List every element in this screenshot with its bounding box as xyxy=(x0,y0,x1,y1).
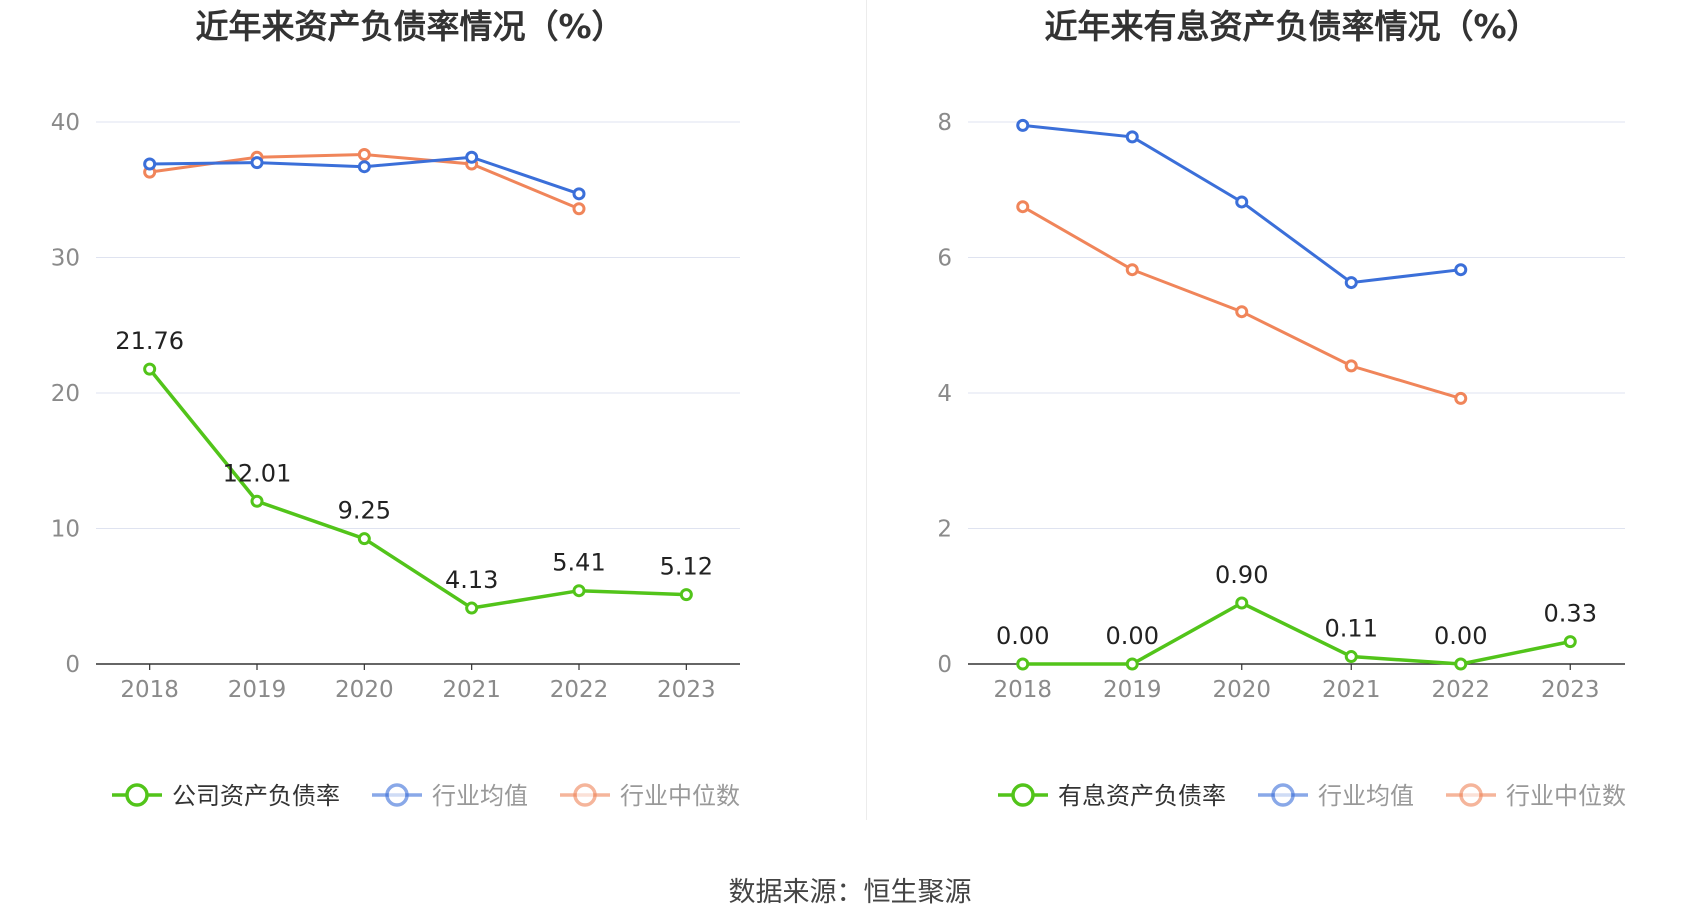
data-point xyxy=(1016,200,1030,214)
legend-item: 公司资产负债率 xyxy=(112,782,340,810)
x-tick-label: 2021 xyxy=(442,677,501,703)
data-point xyxy=(143,157,157,171)
data-point xyxy=(572,202,586,216)
data-point xyxy=(1454,263,1468,277)
series-line xyxy=(1022,205,1462,400)
x-tick-label: 2022 xyxy=(550,677,609,703)
data-point xyxy=(679,588,693,602)
y-tick-label: 0 xyxy=(937,652,952,678)
legend-label: 有息资产负债率 xyxy=(1058,782,1226,810)
data-point xyxy=(1125,657,1139,671)
x-tick-label: 2021 xyxy=(1322,677,1381,703)
legend-marker xyxy=(125,783,149,807)
y-tick-label: 40 xyxy=(51,110,80,136)
data-point xyxy=(465,601,479,615)
data-point xyxy=(1563,635,1577,649)
chart-title: 近年来资产负债率情况（%） xyxy=(195,7,624,46)
source-text: 数据来源：恒生聚源 xyxy=(728,877,972,908)
chart-title: 近年来有息资产负债率情况（%） xyxy=(1044,7,1539,46)
legend-item: 有息资产负债率 xyxy=(998,782,1226,810)
legend-item: 行业中位数 xyxy=(1446,782,1626,810)
chart-panel-2: 近年来有息资产负债率情况（%） 0 2 4 6 8 2018 2019 2020 2021 2022… xyxy=(937,7,1626,810)
data-point xyxy=(250,494,264,508)
data-point xyxy=(250,156,264,170)
data-label: 0.33 xyxy=(1544,600,1597,628)
data-label: 4.13 xyxy=(445,566,498,594)
legend-label: 行业中位数 xyxy=(1506,782,1626,810)
data-point xyxy=(572,187,586,201)
data-point xyxy=(1125,263,1139,277)
data-point xyxy=(1235,195,1249,209)
x-tick-label: 2022 xyxy=(1431,677,1490,703)
data-point xyxy=(1235,305,1249,319)
data-point xyxy=(1344,650,1358,664)
y-tick-label: 4 xyxy=(937,381,952,407)
series-line xyxy=(148,368,687,610)
data-label: 0.00 xyxy=(996,622,1049,650)
data-point xyxy=(1016,118,1030,132)
legend-label: 公司资产负债率 xyxy=(172,782,340,810)
data-point xyxy=(357,160,371,174)
y-tick-label: 0 xyxy=(65,652,80,678)
data-label: 5.12 xyxy=(660,553,713,581)
legend-item: 行业中位数 xyxy=(560,782,740,810)
x-tick-label: 2018 xyxy=(120,677,179,703)
legend-marker xyxy=(1271,783,1295,807)
legend-item: 行业均值 xyxy=(372,782,528,810)
legend-marker xyxy=(1459,783,1483,807)
legend-marker xyxy=(573,783,597,807)
data-point xyxy=(357,532,371,546)
y-tick-label: 10 xyxy=(51,517,80,543)
data-point xyxy=(1235,596,1249,610)
data-point xyxy=(465,150,479,164)
y-tick-label: 8 xyxy=(937,110,952,136)
x-tick-label: 2019 xyxy=(228,677,287,703)
y-tick-label: 20 xyxy=(51,381,80,407)
x-tick-label: 2023 xyxy=(1541,677,1600,703)
legend-marker xyxy=(1011,783,1035,807)
data-label: 21.76 xyxy=(115,327,184,355)
legend-label: 行业中位数 xyxy=(620,782,740,810)
data-point xyxy=(572,584,586,598)
data-point xyxy=(357,148,371,162)
series-line xyxy=(1022,601,1571,666)
x-tick-label: 2020 xyxy=(1212,677,1271,703)
data-label: 5.41 xyxy=(552,549,605,577)
x-tick-label: 2018 xyxy=(993,677,1052,703)
data-label: 0.90 xyxy=(1215,561,1268,589)
x-tick-label: 2020 xyxy=(335,677,394,703)
panel-divider xyxy=(866,0,867,820)
data-point xyxy=(1454,657,1468,671)
legend-item: 行业均值 xyxy=(1258,782,1414,810)
data-point xyxy=(1344,276,1358,290)
y-tick-label: 6 xyxy=(937,246,952,272)
data-point xyxy=(1016,657,1030,671)
y-tick-label: 30 xyxy=(51,246,80,272)
legend-marker xyxy=(385,783,409,807)
data-label: 12.01 xyxy=(223,459,292,487)
data-point xyxy=(1344,359,1358,373)
data-point xyxy=(1125,130,1139,144)
data-point xyxy=(143,362,157,376)
data-point xyxy=(1454,391,1468,405)
legend-label: 行业均值 xyxy=(432,782,528,810)
legend-label: 行业均值 xyxy=(1318,782,1414,810)
x-tick-label: 2019 xyxy=(1103,677,1162,703)
y-tick-label: 2 xyxy=(937,517,952,543)
data-label: 9.25 xyxy=(338,497,391,525)
data-label: 0.11 xyxy=(1325,615,1378,643)
x-tick-label: 2023 xyxy=(657,677,716,703)
data-label: 0.00 xyxy=(1434,622,1487,650)
data-label: 0.00 xyxy=(1106,622,1159,650)
chart-panel-1: 近年来资产负债率情况（%） 0 10 20 30 40 2018 2019 2020 2021 20… xyxy=(51,7,740,810)
